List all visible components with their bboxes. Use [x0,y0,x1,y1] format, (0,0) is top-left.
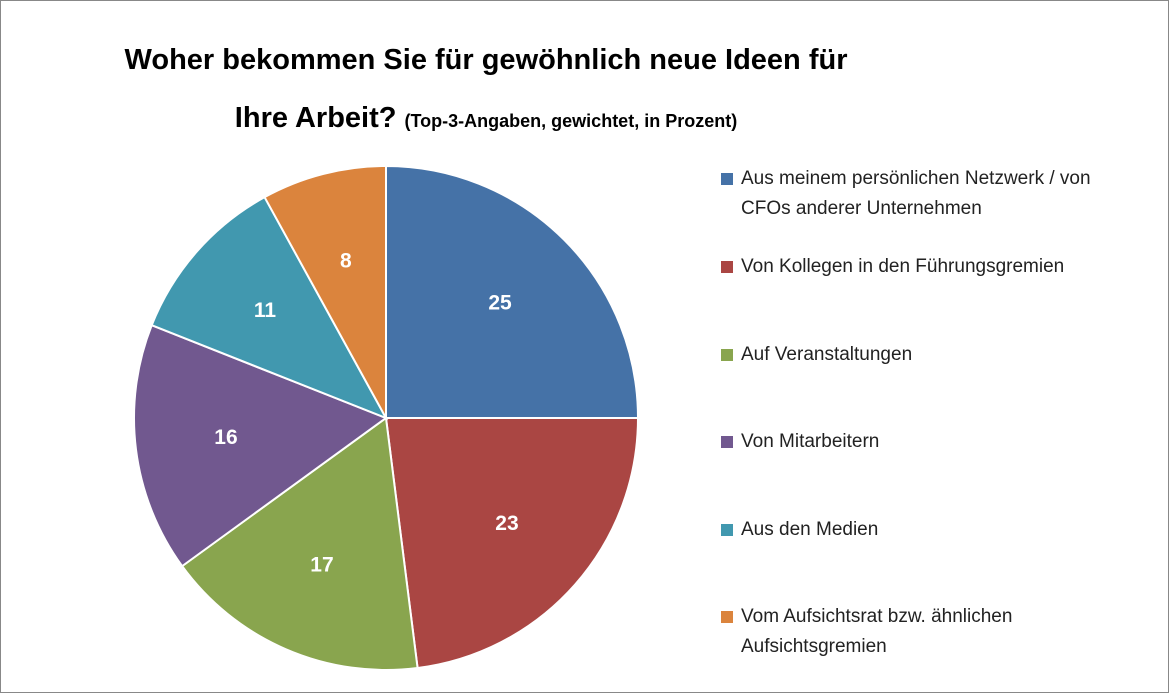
legend-label: Von Kollegen in den Führungsgremien [741,256,1065,277]
data-label: 23 [495,512,518,535]
legend-entry: Auf Veranstaltungen [721,340,1131,370]
data-label: 17 [310,554,333,577]
pie-slice [180,416,419,671]
pie-slice [133,323,389,568]
legend-swatch [721,524,733,536]
legend-entry: Aus den Medien [721,515,1131,545]
legend-entry: Von Kollegen in den Führungsgremien [721,252,1131,282]
legend-label: Aus den Medien [741,519,879,540]
legend-label: Aus meinem persönlichen Netzwerk / von C… [741,168,1091,219]
pie-slice [384,417,640,670]
chart-title-block: Woher bekommen Sie für gewöhnlich neue I… [106,31,866,150]
chart-subtitle: (Top-3-Angaben, gewichtet, in Prozent) [404,111,738,131]
legend-swatch [721,611,733,623]
legend-label: Vom Aufsichtsrat bzw. ähnlichen Aufsicht… [741,606,1013,657]
legend-entry: Von Mitarbeitern [721,427,1131,457]
data-label: 8 [340,249,352,272]
legend-label: Von Mitarbeitern [741,431,880,452]
data-label: 11 [254,299,277,322]
legend-swatch [721,261,733,273]
pie-slice [263,164,387,419]
legend-swatch [721,349,733,361]
legend-entry: Vom Aufsichtsrat bzw. ähnlichen Aufsicht… [721,602,1131,662]
legend-swatch [721,436,733,448]
legend-entry: Aus meinem persönlichen Netzwerk / von C… [721,164,1131,224]
legend-swatch [721,173,733,185]
legend-label: Auf Veranstaltungen [741,344,913,365]
chart-title: Woher bekommen Sie für gewöhnlich neue I… [124,44,848,134]
data-label: 16 [214,426,237,449]
data-label: 25 [488,292,512,315]
pie-slice [385,164,640,419]
pie-slice [150,195,389,420]
